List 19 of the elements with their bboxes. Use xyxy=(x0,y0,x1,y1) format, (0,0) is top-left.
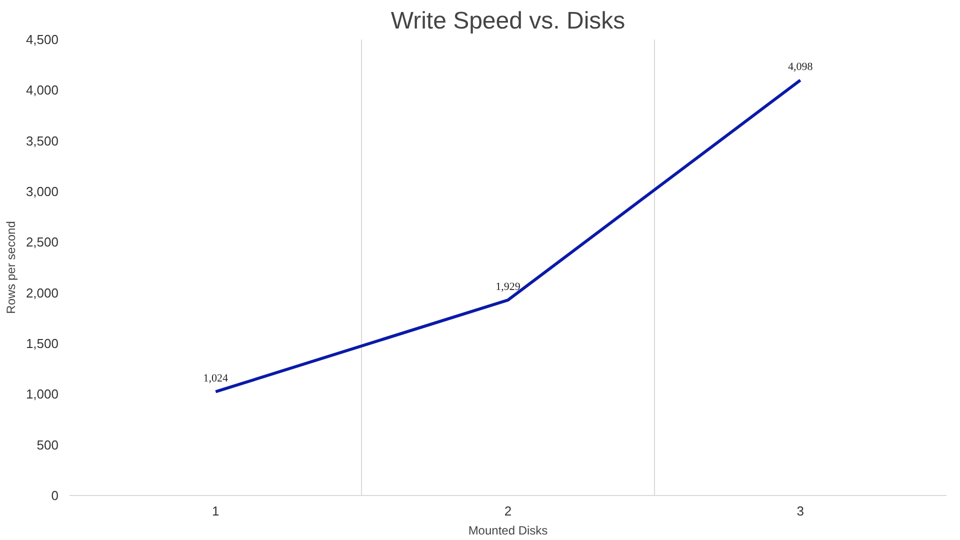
chart-title: Write Speed vs. Disks xyxy=(390,8,626,34)
y-tick-label: 1,500 xyxy=(26,336,59,351)
y-tick-label: 2,000 xyxy=(26,285,59,300)
data-label: 4,098 xyxy=(788,61,814,74)
data-label: 1,024 xyxy=(203,372,229,385)
x-tick-label: 3 xyxy=(796,504,804,518)
y-tick-label: 4,500 xyxy=(26,32,59,47)
y-tick-label: 500 xyxy=(36,437,59,452)
y-tick-label: 2,500 xyxy=(26,234,59,250)
y-axis-title: Rows per second xyxy=(4,221,18,314)
y-tick-label: 1,000 xyxy=(26,386,59,402)
x-tick-label: 2 xyxy=(504,504,512,518)
y-tick-label: 0 xyxy=(51,488,59,503)
y-tick-label: 3,000 xyxy=(26,184,59,199)
y-tick-label: 4,000 xyxy=(26,82,59,98)
data-label: 1,929 xyxy=(496,281,521,294)
x-axis-title: Mounted Disks xyxy=(468,524,548,538)
y-tick-label: 3,500 xyxy=(26,133,59,148)
x-tick-label: 1 xyxy=(212,504,220,518)
